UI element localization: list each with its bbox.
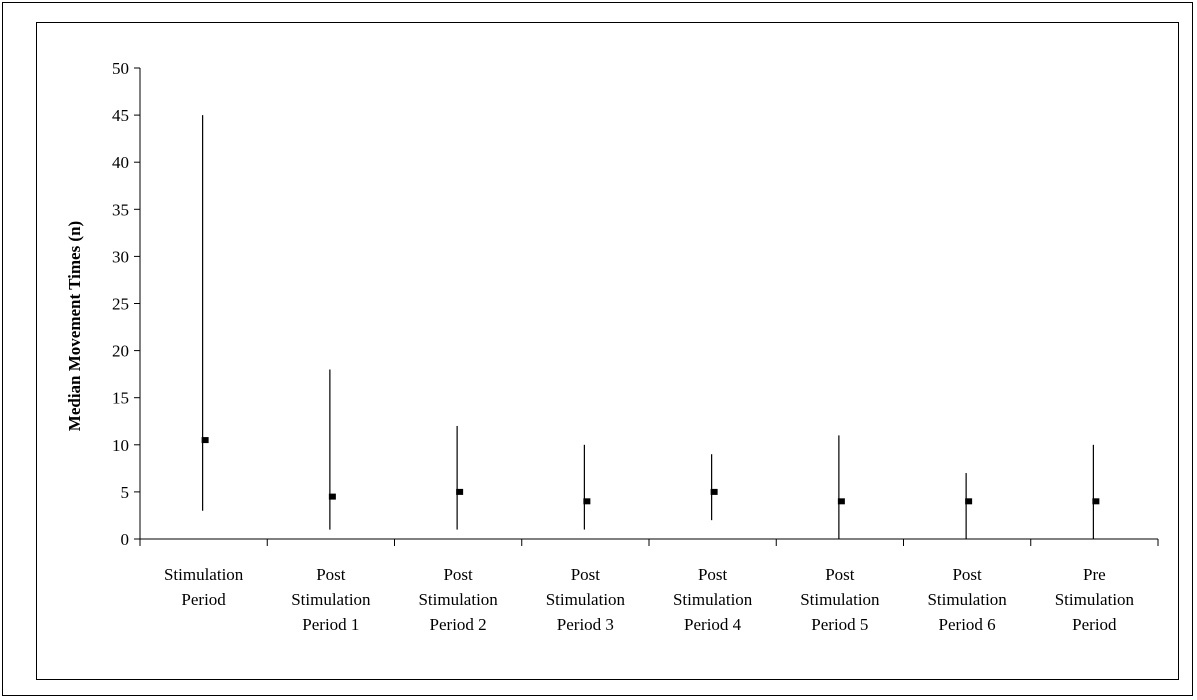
x-category-label: Post (825, 565, 855, 584)
x-category-label: Stimulation (1055, 590, 1135, 609)
y-axis-label: Median Movement Times (n) (65, 221, 84, 431)
median-marker (710, 488, 718, 495)
x-category-label: Stimulation (546, 590, 626, 609)
y-tick-label: 5 (121, 483, 130, 502)
median-marker (583, 498, 591, 505)
x-category-label: Period 6 (939, 615, 996, 634)
range-marks (201, 115, 1100, 539)
y-tick-label: 20 (112, 342, 129, 361)
x-category-label: Post (952, 565, 982, 584)
x-category-label: Period 4 (684, 615, 742, 634)
x-category-label: Period 3 (557, 615, 614, 634)
y-tick-label: 0 (121, 530, 130, 549)
x-category-label: Post (316, 565, 346, 584)
x-category-label: Stimulation (418, 590, 498, 609)
x-category-label: Post (443, 565, 473, 584)
median-marker (1092, 498, 1100, 505)
x-axis: Stimulation Period Post Stimulation Period 1… (139, 538, 1159, 634)
y-axis: 0 5 10 15 20 25 30 35 40 45 50 (112, 59, 141, 549)
y-tick-label: 30 (112, 247, 129, 266)
y-tick-label: 25 (112, 295, 129, 314)
x-category-label: Stimulation (291, 590, 371, 609)
median-marker (837, 498, 845, 505)
x-category-label: Period (1072, 615, 1117, 634)
y-tick-label: 10 (112, 436, 129, 455)
x-category-label: Stimulation (927, 590, 1007, 609)
y-tick-label: 35 (112, 200, 129, 219)
y-tick-label: 15 (112, 389, 129, 408)
median-marker (328, 493, 336, 500)
y-tick-label: 50 (112, 59, 129, 78)
x-category-label: Period (181, 590, 226, 609)
x-category-label: Post (571, 565, 601, 584)
median-marker (965, 498, 973, 505)
x-category-label: Post (698, 565, 728, 584)
x-category-label: Stimulation (164, 565, 244, 584)
x-category-label: Period 1 (302, 615, 359, 634)
y-tick-label: 40 (112, 153, 129, 172)
x-category-label: Period 2 (430, 615, 487, 634)
y-tick-label: 45 (112, 106, 129, 125)
x-category-label: Stimulation (800, 590, 880, 609)
chart-area-frame (36, 22, 1179, 680)
x-category-label: Stimulation (673, 590, 753, 609)
x-category-label: Period 5 (811, 615, 868, 634)
median-marker (201, 437, 209, 444)
median-marker (456, 488, 464, 495)
x-category-label: Pre (1083, 565, 1106, 584)
